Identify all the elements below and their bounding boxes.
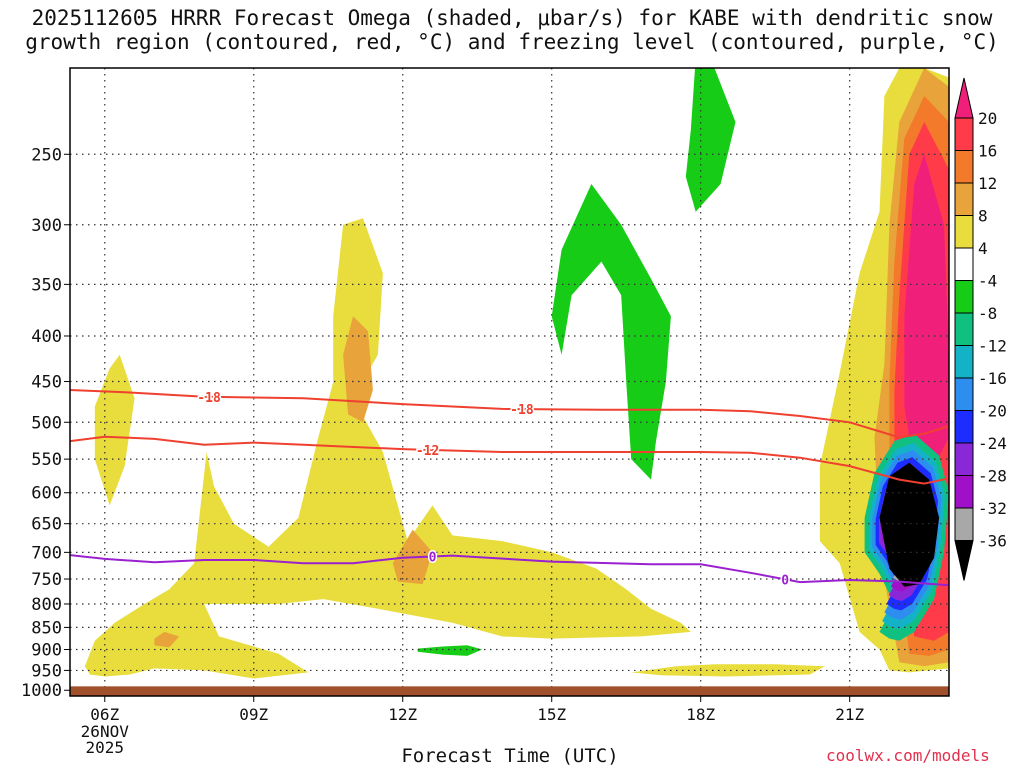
x-tick-label-18Z: 18Z — [686, 705, 715, 724]
omega-region-green-low-13z — [417, 645, 483, 656]
y-tick-label-450: 450 — [31, 373, 62, 393]
contour-label--12-0: -12 — [416, 444, 439, 459]
y-tick-label-250: 250 — [31, 145, 62, 165]
colorbar-label-12: -32 — [978, 499, 1007, 518]
colorbar-label-2: 12 — [978, 174, 997, 193]
temperature-contours: -18 -18 -12 0 0 — [70, 389, 949, 590]
colorbar-label-5: -4 — [978, 272, 997, 291]
omega-region-green-top-18z — [685, 68, 736, 212]
ground-layer — [70, 686, 949, 696]
colorbar-label-13: -36 — [978, 532, 1007, 551]
contour-label-0-1: 0 — [781, 573, 789, 588]
y-tick-label-850: 850 — [31, 618, 62, 638]
colorbar-swatch-7 — [954, 345, 974, 379]
contour-line-0 — [70, 554, 949, 587]
omega-region-orange-11z — [343, 316, 373, 423]
colorbar-label-10: -24 — [978, 434, 1007, 453]
x-tick-label-21Z: 21Z — [835, 705, 864, 724]
x-tick-sublabel-0: 26NOV — [81, 722, 130, 741]
x-tick-label-09Z: 09Z — [239, 705, 268, 724]
omega-region-upper-yellow-0630 — [94, 354, 135, 506]
colorbar-label-4: 4 — [978, 239, 988, 258]
omega-region-green-upper-17z — [551, 184, 671, 480]
x-axis-label: Forecast Time (UTC) — [401, 745, 619, 767]
x-tick-label-12Z: 12Z — [388, 705, 417, 724]
colorbar-swatch-5 — [954, 280, 974, 314]
y-tick-label-950: 950 — [31, 661, 62, 681]
y-tick-label-300: 300 — [31, 216, 62, 236]
pressure-axis: 250 300 350 400 450 500 550 600 650 700 750 800 850 9… — [21, 145, 70, 701]
colorbar-label-7: -12 — [978, 337, 1007, 356]
ground-fill — [70, 686, 949, 696]
colorbar-label-11: -28 — [978, 467, 1007, 486]
contour-label--18-0: -18 — [197, 391, 221, 406]
y-tick-label-350: 350 — [31, 275, 62, 295]
omega-region-main-yellow — [84, 345, 691, 679]
y-tick-label-600: 600 — [31, 484, 62, 504]
colorbar: 20 16 12 8 4 -4 -8 -12 -16 -20 -24 -28 -32 -36 — [954, 77, 1007, 581]
credit-link[interactable]: coolwx.com/models — [826, 746, 990, 765]
y-tick-label-500: 500 — [31, 413, 62, 433]
contour-line--18 — [70, 389, 949, 439]
colorbar-label-8: -16 — [978, 369, 1007, 388]
chart-title: 2025112605 HRRR Forecast Omega (shaded, … — [0, 6, 1024, 54]
colorbar-swatch-4 — [954, 247, 974, 281]
colorbar-swatch-11 — [954, 475, 974, 509]
colorbar-swatch-0 — [954, 117, 974, 151]
x-tick-label-06Z: 06Z — [90, 705, 119, 724]
colorbar-swatch-9 — [954, 410, 974, 444]
colorbar-label-1: 16 — [978, 142, 997, 161]
x-tick-label-15Z: 15Z — [537, 705, 566, 724]
y-tick-label-650: 650 — [31, 515, 62, 535]
title-line-2: growth region (contoured, red, °C) and f… — [25, 30, 999, 54]
omega-region-descent-core-top — [879, 462, 940, 587]
contour-line--12 — [70, 435, 949, 485]
omega-region-orange-07z — [154, 631, 180, 648]
x-tick-sublabel-1: 2025 — [85, 738, 124, 757]
colorbar-label-3: 8 — [978, 207, 988, 226]
omega-region-pink-22z — [904, 154, 949, 467]
colorbar-swatch-2 — [954, 182, 974, 216]
colorbar-swatch-6 — [954, 312, 974, 346]
colorbar-bottom-triangle — [954, 540, 974, 581]
y-tick-label-1000: 1000 — [21, 681, 62, 701]
title-line-1: 2025112605 HRRR Forecast Omega (shaded, … — [31, 6, 993, 30]
contour-label-0-0: 0 — [429, 551, 437, 566]
colorbar-swatch-8 — [954, 377, 974, 411]
y-tick-label-700: 700 — [31, 543, 62, 563]
colorbar-swatch-10 — [954, 442, 974, 476]
y-tick-label-400: 400 — [31, 327, 62, 347]
colorbar-label-6: -8 — [978, 304, 997, 323]
colorbar-label-0: 20 — [978, 109, 997, 128]
colorbar-swatch-1 — [954, 150, 974, 184]
omega-shading — [84, 68, 949, 679]
y-tick-label-800: 800 — [31, 595, 62, 615]
grid-lines — [70, 68, 949, 696]
colorbar-swatch-3 — [954, 215, 974, 249]
y-tick-label-550: 550 — [31, 450, 62, 470]
omega-region-low-yellow-18z — [631, 664, 825, 677]
colorbar-swatch-12 — [954, 507, 974, 541]
y-tick-label-750: 750 — [31, 570, 62, 590]
y-tick-label-900: 900 — [31, 641, 62, 661]
colorbar-top-triangle — [954, 77, 974, 119]
colorbar-label-9: -20 — [978, 402, 1007, 421]
contour-label--18-1: -18 — [510, 403, 534, 418]
